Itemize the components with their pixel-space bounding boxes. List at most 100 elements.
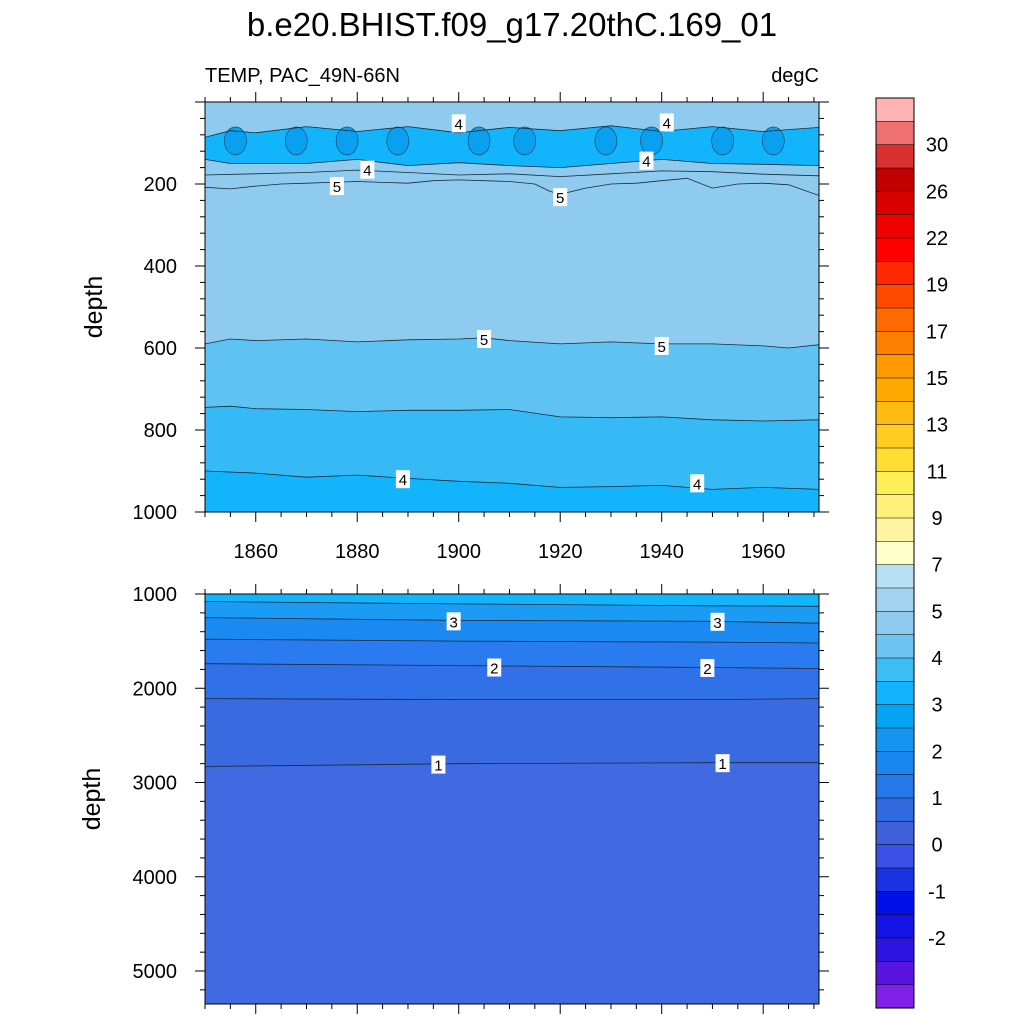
contour-label: 2: [490, 661, 498, 678]
colorbar-swatch: [875, 891, 915, 916]
contour-eddy: [513, 126, 537, 156]
y-tick-label: 3000: [133, 773, 178, 795]
colorbar-swatch: [875, 984, 915, 1009]
colorbar-swatch: [875, 307, 915, 332]
colorbar-swatch: [875, 261, 915, 286]
contour-eddy: [467, 126, 491, 156]
lower-panel: 3 3 2 2 1 1 1000 2000 3000 4000 5000 depth: [78, 584, 829, 1014]
colorbar-swatch: [875, 214, 915, 239]
contour-label: 4: [693, 476, 701, 493]
contour-eddy: [335, 126, 359, 156]
colorbar-swatch: [875, 797, 915, 822]
colorbar-swatch: [875, 237, 915, 262]
colorbar-label: 11: [927, 461, 948, 483]
colorbar-label: 22: [926, 228, 948, 250]
colorbar-label: 17: [926, 321, 948, 343]
y-tick-label: 600: [144, 338, 177, 360]
colorbar-swatch: [875, 937, 915, 962]
colorbar: 30 26 22 19 17 15 13 11 9 7 5 4 3 2 1 0 -1 -2: [875, 97, 948, 1009]
upper-plot-frame: [204, 101, 820, 513]
contour-label-box: [710, 612, 725, 631]
colorbar-swatch: [875, 284, 915, 309]
contour-label: 2: [703, 661, 711, 678]
colorbar-swatch: [875, 494, 915, 519]
contour-line: [205, 405, 819, 422]
colorbar-label: 2: [931, 741, 942, 763]
contour-eddy: [711, 126, 734, 156]
colorbar-swatch: [875, 867, 915, 892]
contour-line: [205, 601, 819, 607]
colorbar-swatch: [875, 587, 915, 612]
y-tick-label: 2000: [133, 678, 178, 700]
colorbar-label: 0: [931, 835, 942, 857]
colorbar-swatch: [875, 821, 915, 846]
colorbar-swatch: [875, 541, 915, 566]
colorbar-swatch: [875, 774, 915, 799]
contour-line: [205, 617, 819, 624]
contour-label: 5: [480, 332, 488, 349]
x-tick-label: 1860: [233, 541, 278, 563]
contour-eddy: [594, 126, 618, 156]
contour-label: 5: [556, 190, 564, 207]
contour-band: [205, 762, 819, 1004]
colorbar-label: 7: [931, 555, 942, 577]
lower-contour-lines: [205, 601, 819, 767]
y-tick-label: 200: [144, 174, 177, 196]
contour-line: [205, 470, 819, 490]
colorbar-label: 30: [926, 135, 948, 157]
contour-label-box: [639, 151, 654, 170]
colorbar-label: 3: [931, 695, 942, 717]
contour-line: [205, 125, 819, 138]
y-tick-label: 1000: [133, 502, 178, 524]
contour-label: 4: [663, 116, 671, 133]
contour-label-box: [395, 470, 410, 489]
contour-label: 4: [363, 163, 371, 180]
contour-label: 1: [434, 758, 442, 775]
contour-label: 5: [658, 339, 666, 356]
colorbar-swatch: [875, 844, 915, 869]
colorbar-swatch: [875, 401, 915, 426]
contour-line: [205, 762, 819, 767]
colorbar-swatch: [875, 97, 915, 122]
colorbar-label: 1: [931, 788, 942, 810]
colorbar-label: -1: [928, 881, 946, 903]
colorbar-label: 15: [926, 368, 948, 390]
colorbar-label: 5: [931, 601, 942, 623]
contour-label: 1: [718, 756, 726, 773]
contour-line: [205, 638, 819, 644]
contour-line: [205, 698, 819, 700]
lower-contour-fills: [205, 594, 819, 1004]
contour-label-box: [451, 114, 466, 133]
y-tick-label: 5000: [133, 961, 178, 983]
contour-label-box: [360, 160, 375, 179]
contour-label-box: [477, 329, 492, 348]
colorbar-frame: [875, 97, 915, 1009]
contour-label-box: [690, 474, 705, 493]
contour-label-box: [715, 754, 730, 773]
colorbar-swatch: [875, 471, 915, 496]
colorbar-swatch: [875, 331, 915, 356]
colorbar-swatch: [875, 657, 915, 682]
x-tick-label: 1880: [335, 541, 380, 563]
contour-eddy: [284, 126, 308, 156]
y-tick-label: 800: [144, 420, 177, 442]
colorbar-swatch: [875, 517, 915, 542]
colorbar-swatch: [875, 961, 915, 986]
colorbar-swatch: [875, 681, 915, 706]
x-tick-label: 1920: [538, 541, 583, 563]
colorbar-swatch: [875, 191, 915, 216]
colorbar-swatch: [875, 354, 915, 379]
colorbar-swatch: [875, 634, 915, 659]
lower-contour-labels: 3 3 2 2 1 1: [431, 612, 730, 775]
x-tick-label: 1940: [639, 541, 684, 563]
colorbar-swatch: [875, 751, 915, 776]
contour-eddy: [386, 126, 410, 156]
contour-label-box: [329, 177, 344, 196]
contour-line: [205, 158, 819, 169]
contour-label-box: [487, 658, 502, 677]
contour-line: [205, 663, 819, 669]
contour-line: [205, 337, 819, 349]
y-tick-label: 400: [144, 256, 177, 278]
contour-label: 4: [399, 472, 407, 489]
